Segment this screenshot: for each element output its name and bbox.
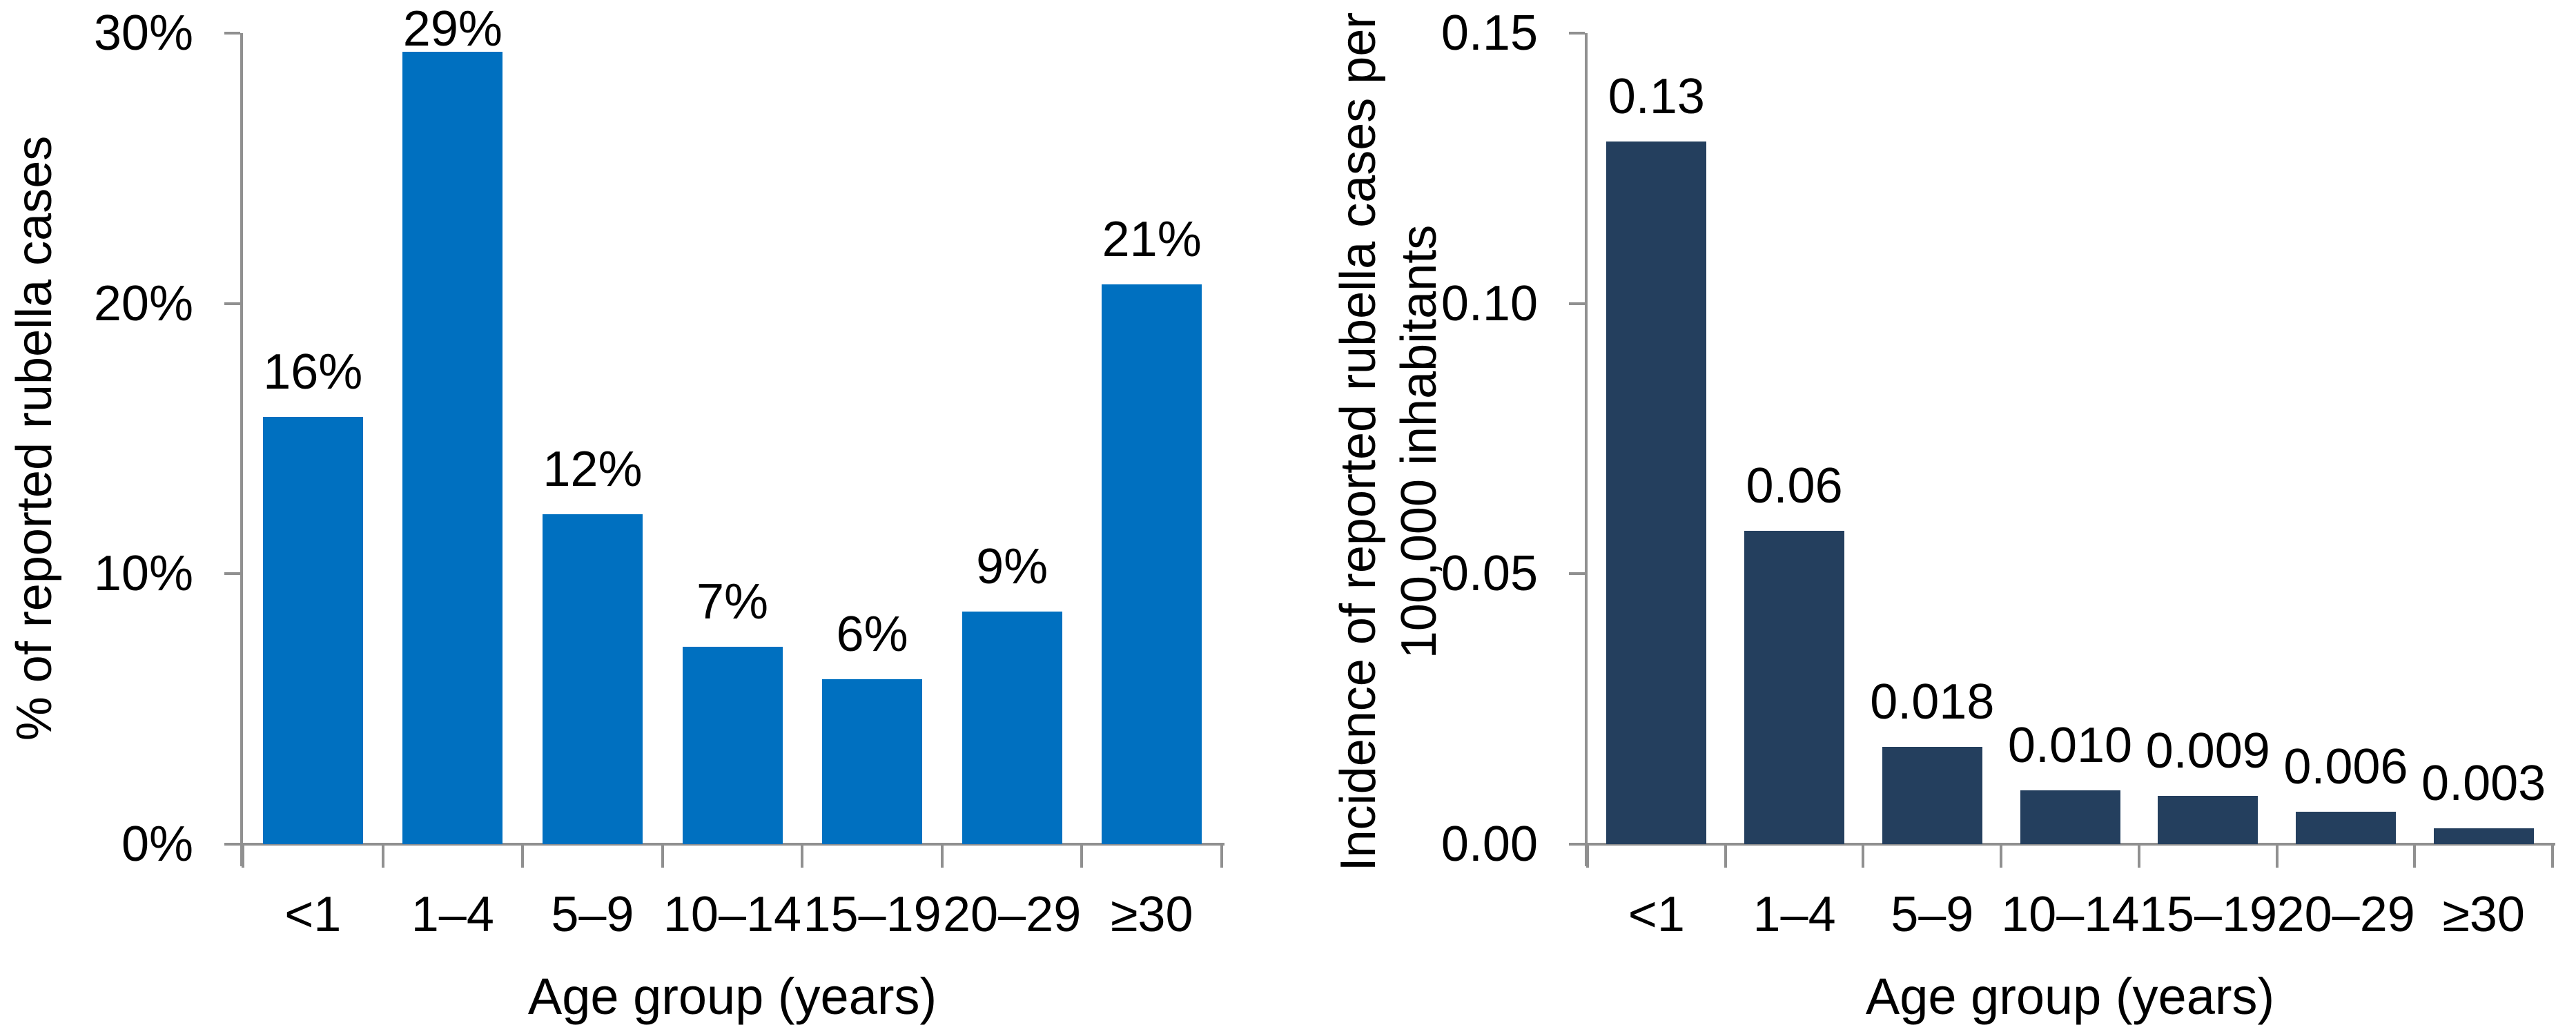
x-category-label: 5–9 [551, 887, 634, 942]
y-tick [1569, 302, 1585, 305]
y-axis-title-line: Incidence of reported rubella cases per [1331, 12, 1386, 872]
bar-value-label: 9% [976, 539, 1048, 595]
x-tick [1080, 846, 1084, 868]
y-axis-title-line: 100,000 inhabitants [1392, 224, 1447, 659]
x-tick [2137, 846, 2140, 868]
x-category-label: 15–19 [2138, 887, 2278, 942]
y-axis-title: Incidence of reported rubella cases per … [1328, 12, 1450, 872]
bar [2020, 790, 2120, 844]
x-tick [801, 846, 804, 868]
bar-value-label: 0.009 [2145, 723, 2270, 779]
y-tick [224, 572, 240, 576]
bar [1744, 530, 1845, 844]
x-tick [2413, 846, 2417, 868]
x-tick [242, 846, 244, 868]
bar [1606, 141, 1707, 844]
x-tick [521, 846, 525, 868]
bar [822, 679, 923, 844]
x-axis-line [1569, 843, 2555, 846]
bar [682, 647, 783, 844]
bar-value-label: 0.06 [1746, 458, 1843, 514]
y-tick [224, 843, 240, 846]
bar-value-label: 6% [836, 607, 908, 663]
bar [2295, 812, 2396, 844]
x-category-label: 5–9 [1891, 887, 1974, 942]
y-tick [224, 32, 240, 35]
y-axis-line [240, 33, 243, 866]
x-category-label: ≥30 [1110, 887, 1193, 942]
x-tick [2551, 846, 2554, 868]
left-chart: % of reported rubella cases Age group (y… [4, 1, 1224, 1025]
bar-value-label: 0.018 [1870, 674, 1995, 730]
bar [2158, 795, 2258, 844]
y-tick-label: 30% [93, 6, 193, 61]
x-axis-line [224, 843, 1224, 846]
x-tick [661, 846, 664, 868]
bar-value-label: 0.006 [2283, 739, 2408, 794]
bar-value-label: 0.13 [1608, 68, 1705, 124]
y-tick [224, 302, 240, 305]
x-tick [1724, 846, 1727, 868]
x-category-label: 10–14 [663, 887, 802, 942]
x-tick [1220, 846, 1223, 868]
x-category-label: 10–14 [2001, 887, 2140, 942]
y-tick [1569, 572, 1585, 576]
x-tick [2275, 846, 2279, 868]
x-category-label: 1–4 [1753, 887, 1836, 942]
bar-value-label: 21% [1102, 212, 1202, 268]
bar-value-label: 0.010 [2007, 717, 2133, 773]
x-tick [381, 846, 384, 868]
x-category-label: 15–19 [803, 887, 941, 942]
x-category-label: 1–4 [411, 887, 494, 942]
y-tick-label: 0.10 [1441, 275, 1538, 331]
bar-value-label: 7% [696, 574, 769, 630]
bar [262, 417, 363, 844]
y-axis-title-line: % of reported rubella cases [7, 135, 62, 741]
y-tick-label: 20% [93, 275, 193, 331]
x-tick [2000, 846, 2003, 868]
bar-value-label: 12% [543, 442, 643, 498]
x-tick [1586, 846, 1589, 868]
bar [962, 612, 1062, 844]
y-tick-label: 0.00 [1441, 817, 1538, 872]
y-tick [1569, 32, 1585, 35]
y-axis-line [1585, 33, 1588, 866]
bar [1102, 284, 1202, 844]
x-category-label: <1 [284, 887, 342, 942]
bar-value-label: 0.003 [2421, 755, 2546, 811]
y-tick [1569, 843, 1585, 846]
x-axis-title: Age group (years) [1865, 968, 2275, 1025]
bar [1882, 747, 1982, 844]
bar [402, 52, 503, 844]
x-category-label: ≥30 [2442, 887, 2525, 942]
x-tick [940, 846, 944, 868]
x-category-label: 20–29 [943, 887, 1082, 942]
x-category-label: <1 [1628, 887, 1685, 942]
y-tick-label: 0% [121, 817, 193, 872]
bar-value-label: 29% [402, 1, 502, 57]
x-category-label: 20–29 [2276, 887, 2415, 942]
bar [2433, 828, 2534, 844]
y-tick-label: 10% [93, 546, 193, 602]
x-axis-title: Age group (years) [527, 968, 937, 1025]
right-chart: Incidence of reported rubella cases per … [1288, 0, 2576, 1034]
y-tick-label: 0.05 [1441, 546, 1538, 602]
y-tick-label: 0.15 [1441, 6, 1538, 61]
x-tick [1862, 846, 1865, 868]
bar [542, 514, 643, 844]
y-axis-title: % of reported rubella cases [4, 136, 65, 741]
bar-value-label: 16% [263, 344, 363, 400]
